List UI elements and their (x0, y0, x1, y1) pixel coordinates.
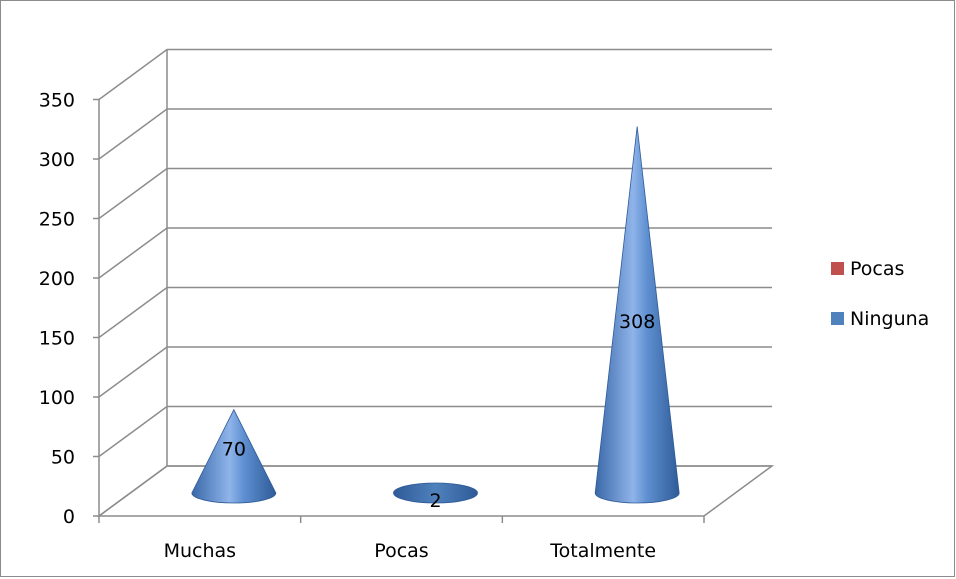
data-labels: 70 2 308 (222, 311, 656, 512)
gridline (98, 48, 772, 101)
y-tick-label: 150 (39, 328, 75, 350)
cone-muchas (191, 408, 277, 504)
gridline (98, 346, 772, 398)
data-label: 2 (429, 490, 441, 512)
legend-swatch-pocas (831, 262, 844, 275)
gridline (98, 405, 772, 458)
gridline (98, 286, 772, 339)
y-tick-label: 350 (39, 90, 75, 112)
y-tick-label: 200 (39, 268, 75, 290)
legend: Pocas Ninguna (831, 258, 929, 330)
cone-series-ninguna (191, 126, 680, 504)
x-category-label: Totalmente (549, 540, 656, 562)
cone-totalmente (594, 126, 680, 504)
legend-entry-pocas: Pocas (850, 258, 904, 280)
y-tick-label: 50 (51, 447, 75, 469)
gridline (98, 465, 772, 517)
gridline (98, 167, 772, 220)
y-tick-label: 0 (63, 506, 75, 528)
x-category-label: Pocas (374, 540, 428, 562)
x-axis: Muchas Pocas Totalmente (98, 516, 705, 562)
y-axis: 0 50 100 150 200 250 300 350 (39, 90, 99, 528)
gridline (98, 108, 772, 160)
y-tick-label: 300 (39, 149, 75, 171)
data-label: 70 (222, 439, 246, 461)
y-tick-label: 250 (39, 209, 75, 231)
legend-entry-ninguna: Ninguna (850, 308, 929, 330)
cone-pocas (393, 482, 478, 504)
gridline (98, 227, 772, 279)
x-category-label: Muchas (164, 540, 236, 562)
legend-swatch-ninguna (831, 312, 844, 325)
data-label: 308 (619, 311, 655, 333)
y-tick-label: 100 (39, 387, 75, 409)
gridlines (98, 48, 772, 517)
